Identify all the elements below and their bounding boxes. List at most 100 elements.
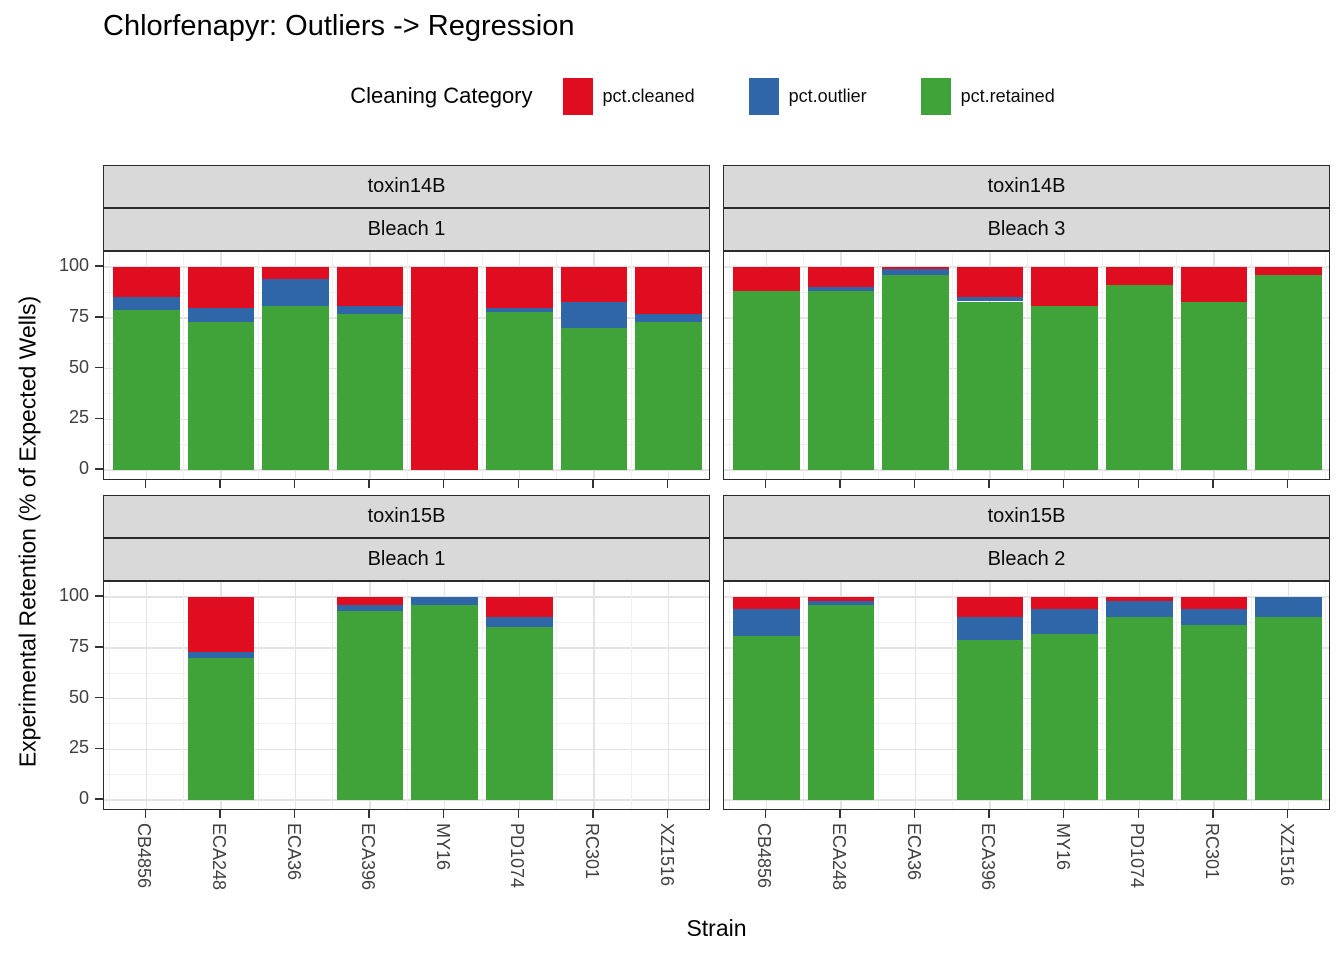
- x-tick-label-CB4856: CB4856: [134, 823, 155, 889]
- gridline-minor-v: [630, 252, 632, 479]
- bar-ECA396-pct.outlier: [956, 617, 1024, 640]
- bar-ECA248-pct.cleaned: [807, 597, 875, 602]
- bar-ECA396-pct.retained: [956, 301, 1024, 470]
- y-tick-label: 25: [68, 407, 89, 428]
- bar-ECA36-pct.cleaned: [262, 267, 329, 280]
- gridline-minor-v: [705, 582, 707, 809]
- gridline-minor-h: [724, 393, 1329, 395]
- x-tick-label-ECA396: ECA396: [978, 823, 999, 891]
- x-tick-mark: [764, 810, 767, 818]
- bar-ECA396-pct.cleaned: [956, 267, 1024, 298]
- gridline-minor-v: [1250, 582, 1252, 809]
- gridline-minor-v: [728, 582, 730, 809]
- x-tick-label-ECA396: ECA396: [358, 823, 379, 891]
- gridline-major-h: [104, 317, 709, 319]
- gridline-minor-v: [1101, 582, 1103, 809]
- bar-ECA36-pct.retained: [882, 275, 949, 470]
- bar-MY16-pct.cleaned: [1031, 597, 1099, 610]
- gridline-minor-v: [803, 252, 805, 479]
- gridline-major-h: [724, 697, 1329, 700]
- facet-strip-row: toxin15B: [723, 495, 1330, 538]
- gridline-major-h: [724, 266, 1329, 268]
- gridline-major-v: [145, 582, 148, 809]
- bar-ECA248-pct.retained: [187, 657, 255, 800]
- x-tick-mark: [666, 810, 669, 818]
- gridline-minor-h: [104, 393, 709, 395]
- bar-ECA36-pct.retained: [262, 305, 329, 470]
- gridline-minor-v: [406, 252, 408, 479]
- bar-CB4856-pct.retained: [112, 309, 180, 470]
- legend-label: pct.retained: [960, 85, 1055, 106]
- x-tick-mark: [144, 810, 147, 818]
- legend-key-icon: [920, 77, 951, 115]
- x-tick-label-ECA248: ECA248: [208, 823, 229, 891]
- y-tick-label: 50: [68, 686, 89, 707]
- bar-PD1074-pct.retained: [1105, 617, 1173, 800]
- y-tick-mark: [95, 646, 103, 648]
- bar-ECA248-pct.outlier: [187, 307, 255, 322]
- y-tick-mark: [95, 366, 103, 369]
- y-tick-mark: [95, 696, 103, 699]
- bar-ECA396-pct.cleaned: [956, 597, 1024, 618]
- legend-key-icon: [562, 77, 593, 115]
- gridline-minor-v: [1026, 252, 1028, 479]
- bar-RC301-pct.outlier: [560, 301, 628, 328]
- bar-ECA396-pct.outlier: [336, 305, 404, 314]
- bar-ECA248-pct.cleaned: [187, 267, 255, 308]
- bar-ECA36-pct.outlier: [882, 269, 949, 276]
- facet-strip-row: toxin14B: [723, 165, 1330, 208]
- x-tick-mark: [293, 480, 296, 488]
- facet-strip-row: toxin14B: [103, 165, 710, 208]
- bar-XZ1516-pct.retained: [1255, 617, 1322, 800]
- gridline-minor-h: [104, 342, 709, 344]
- legend-title: Cleaning Category: [350, 83, 533, 108]
- gridline-major-v: [667, 582, 670, 809]
- gridline-minor-v: [1026, 582, 1028, 809]
- bar-CB4856-pct.outlier: [112, 297, 180, 310]
- bar-MY16-pct.retained: [1031, 305, 1099, 470]
- bar-RC301-pct.cleaned: [1180, 267, 1248, 302]
- gridline-minor-h: [724, 342, 1329, 344]
- gridline-minor-v: [1250, 252, 1252, 479]
- bar-RC301-pct.retained: [1180, 625, 1248, 800]
- x-tick-mark: [1212, 810, 1214, 818]
- gridline-major-h: [724, 748, 1329, 750]
- bar-ECA396-pct.outlier: [336, 605, 404, 612]
- x-tick-mark: [1286, 810, 1289, 818]
- x-tick-mark: [592, 810, 594, 818]
- x-tick-mark: [839, 480, 841, 488]
- bar-PD1074-pct.retained: [485, 311, 553, 470]
- gridline-minor-h: [724, 444, 1329, 446]
- facet-strip-row: toxin15B: [103, 495, 710, 538]
- gridline-minor-v: [332, 582, 334, 809]
- gridline-major-h: [724, 799, 1329, 801]
- y-tick-label: 75: [68, 635, 89, 656]
- gridline-minor-v: [1325, 582, 1327, 809]
- bar-ECA396-pct.retained: [956, 639, 1024, 800]
- x-tick-mark: [988, 480, 990, 488]
- x-tick-mark: [442, 810, 445, 818]
- x-tick-mark: [1137, 480, 1140, 488]
- gridline-major-h: [104, 647, 709, 649]
- x-tick-mark: [913, 480, 916, 488]
- gridline-minor-v: [803, 582, 805, 809]
- bar-ECA248-pct.retained: [187, 321, 255, 470]
- gridline-minor-h: [724, 723, 1329, 725]
- x-tick-mark: [517, 810, 520, 818]
- bar-RC301-pct.outlier: [1180, 609, 1248, 626]
- legend-item-pct.cleaned: pct.cleaned: [562, 77, 695, 115]
- x-tick-mark: [592, 480, 594, 488]
- gridline-minor-v: [481, 252, 483, 479]
- bar-XZ1516-pct.cleaned: [635, 267, 702, 314]
- gridline-major-h: [104, 697, 709, 700]
- x-tick-mark: [666, 480, 669, 488]
- bar-XZ1516-pct.retained: [1255, 275, 1322, 470]
- bar-CB4856-pct.cleaned: [112, 267, 180, 298]
- legend-item-pct.retained: pct.retained: [920, 77, 1055, 115]
- bar-ECA248-pct.outlier: [187, 651, 255, 658]
- gridline-major-h: [724, 317, 1329, 319]
- gridline-minor-h: [104, 621, 709, 623]
- bar-ECA36-pct.outlier: [262, 279, 329, 306]
- bar-ECA248-pct.cleaned: [807, 267, 875, 288]
- bar-PD1074-pct.outlier: [485, 617, 553, 628]
